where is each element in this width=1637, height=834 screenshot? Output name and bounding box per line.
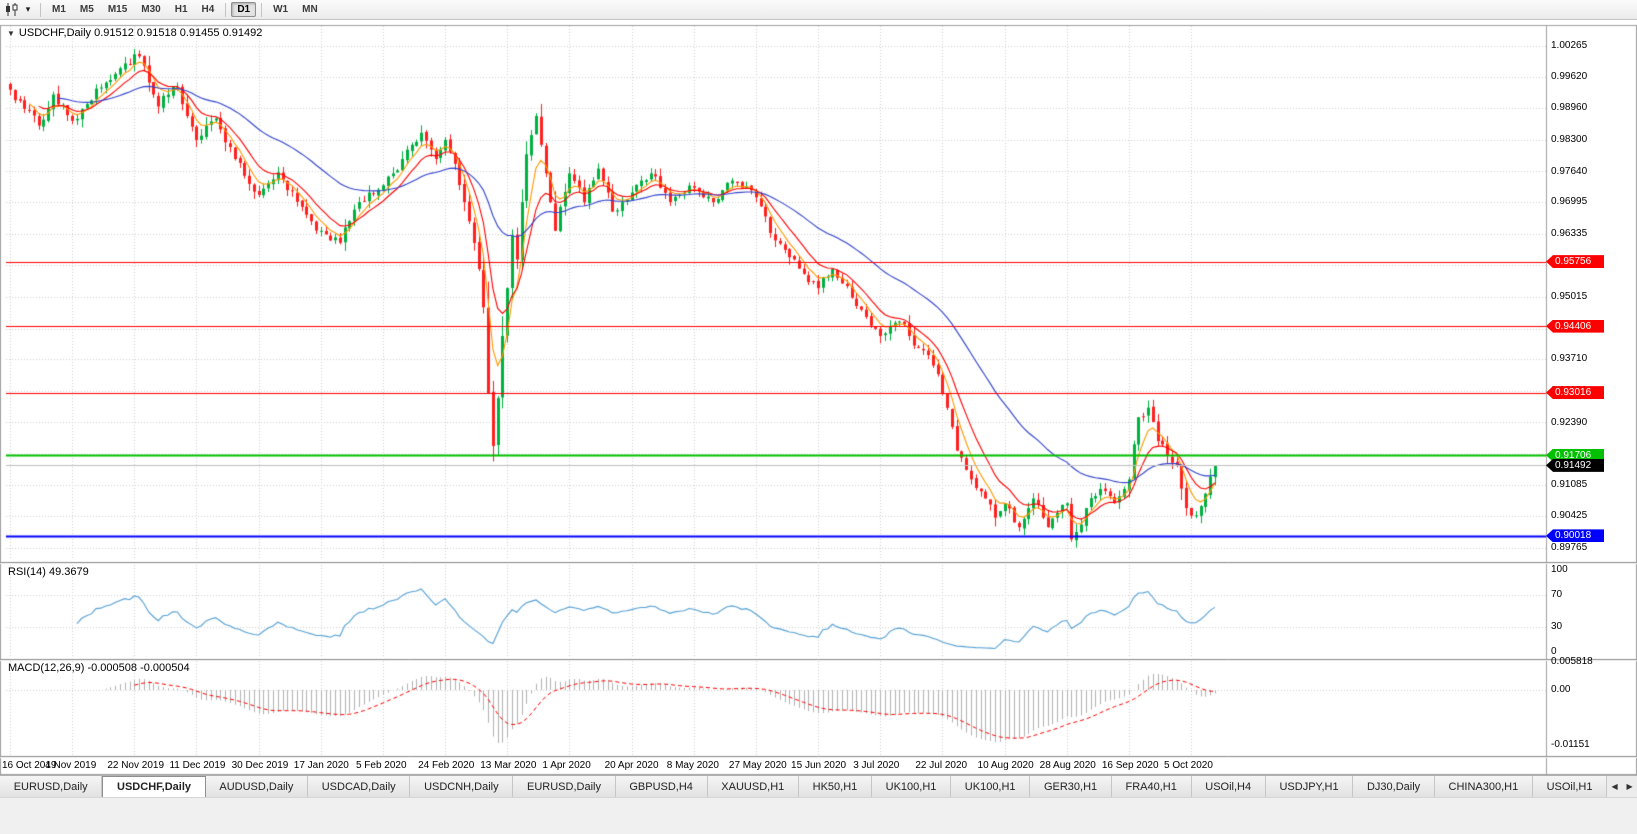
price-level-tag[interactable]: 0.90018 (1546, 529, 1604, 543)
chart-tab[interactable]: HK50,H1 (798, 776, 872, 797)
timeframe-button-m30[interactable]: M30 (141, 4, 161, 15)
price-level-tag[interactable]: 0.95756 (1546, 255, 1604, 269)
chart-tab[interactable]: GBPUSD,H4 (615, 776, 708, 797)
timeframe-button-h1[interactable]: H1 (174, 4, 188, 15)
chart-canvas[interactable] (0, 20, 1637, 775)
chart-tab[interactable]: FRA40,H1 (1111, 776, 1192, 797)
timeframe-button-h4[interactable]: H4 (201, 4, 215, 15)
chart-tab[interactable]: USDCNH,Daily (410, 776, 514, 797)
timeframe-button-w1[interactable]: W1 (273, 4, 289, 15)
chart-tab[interactable]: CHINA300,H1 (1434, 776, 1533, 797)
price-level-tag[interactable]: 0.91706 (1546, 448, 1604, 462)
chart-tab[interactable]: EURUSD,Daily (0, 776, 103, 797)
timeframe-button-d1[interactable]: D1 (231, 2, 257, 17)
chart-tabs-bar: EURUSD,Daily USDCHF,Daily AUDUSD,Daily USDC… (0, 775, 1637, 797)
chart-tab[interactable]: AUDUSD,Daily (205, 776, 309, 797)
chart-tab[interactable]: USDCAD,Daily (308, 776, 411, 797)
price-level-tag[interactable]: 0.94406 (1546, 319, 1604, 333)
chart-tab[interactable]: USOil,H1 (1532, 776, 1608, 797)
chart-tab[interactable]: USOil,H4 (1191, 776, 1266, 797)
chart-tab[interactable]: USDJPY,H1 (1265, 776, 1354, 797)
tab-scroll-left-icon[interactable]: ◀ (1607, 776, 1623, 797)
chart-window: ▼ USDCHF,Daily 0.91512 0.91518 0.91455 0.… (0, 20, 1637, 775)
timeframe-button-mn[interactable]: MN (302, 4, 318, 15)
chart-tab[interactable]: EURUSD,Daily (513, 776, 616, 797)
timeframe-button-m5[interactable]: M5 (79, 4, 94, 15)
chart-type-dropdown-icon[interactable]: ▾ (25, 4, 31, 14)
timeframe-button-m1[interactable]: M1 (52, 4, 66, 15)
status-area (0, 797, 1637, 834)
candlestick-chart-icon[interactable] (4, 2, 20, 18)
chart-tab[interactable]: USDCHF,Daily (102, 776, 206, 797)
tab-scroll-right-icon[interactable]: ▶ (1622, 776, 1637, 797)
toolbar-separator (261, 2, 263, 17)
toolbar-separator (225, 2, 227, 17)
timeframe-buttons: M1 M5 M15 M30 H1 H4 D1 W1 MN (45, 2, 325, 17)
chart-tab[interactable]: DJ30,Daily (1353, 776, 1435, 797)
toolbar: ▾ M1 M5 M15 M30 H1 H4 D1 W1 MN (0, 0, 1637, 20)
timeframe-button-m15[interactable]: M15 (107, 4, 128, 15)
toolbar-separator (40, 2, 41, 17)
price-level-tag[interactable]: 0.93016 (1546, 386, 1604, 400)
chart-tab[interactable]: UK100,H1 (871, 776, 952, 797)
chart-tab[interactable]: XAUUSD,H1 (707, 776, 799, 797)
chart-tab[interactable]: UK100,H1 (951, 776, 1031, 797)
chart-tab[interactable]: GER30,H1 (1030, 776, 1112, 797)
